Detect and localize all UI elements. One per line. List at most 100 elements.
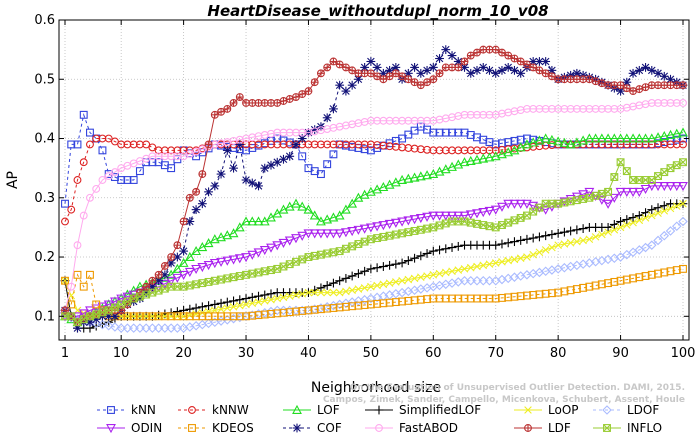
legend-item-cof: COF: [283, 421, 342, 434]
data-point-lof: [390, 177, 401, 187]
data-point-loop: [417, 273, 425, 281]
data-point-kdeos: [248, 311, 257, 320]
data-point-knn: [410, 126, 419, 135]
data-point-fastabod: [173, 152, 182, 161]
data-point-knnw: [117, 140, 126, 149]
data-point-simplifiedlof: [553, 228, 563, 238]
data-point-kdeos: [173, 312, 182, 321]
data-point-loop: [573, 237, 581, 246]
legend-item-inflo: INFLO: [593, 421, 662, 434]
data-point-loop: [504, 256, 513, 265]
data-point-knn: [316, 170, 325, 179]
data-point-kdeos: [435, 294, 444, 303]
data-point-simplifiedlof: [497, 239, 507, 249]
data-point-lof: [659, 130, 670, 141]
data-point-cof: [578, 70, 588, 80]
data-point-inflo: [529, 207, 538, 216]
data-point-simplifiedlof: [403, 256, 413, 265]
data-point-inflo: [541, 199, 550, 208]
data-point-inflo: [641, 176, 650, 184]
data-point-inflo: [679, 158, 687, 167]
data-point-kdeos: [629, 274, 638, 283]
data-point-ldof: [665, 226, 676, 236]
data-point-loop: [242, 300, 250, 309]
data-point-odin: [659, 181, 670, 192]
data-point-knnw: [679, 140, 687, 149]
data-point-knnw: [672, 140, 681, 149]
data-point-odin: [665, 181, 676, 192]
data-point-knn: [248, 144, 257, 152]
x-tick-label: 10: [113, 346, 130, 361]
data-point-knnw: [585, 140, 594, 149]
data-point-inflo: [304, 253, 313, 261]
data-point-inflo: [229, 273, 238, 282]
data-point-ldf: [329, 57, 338, 66]
data-point-knnw: [666, 140, 675, 149]
data-point-loop: [623, 221, 631, 229]
data-point-ldf: [192, 187, 201, 196]
data-point-loop: [385, 279, 394, 287]
data-point-odin: [522, 199, 532, 209]
data-point-cof: [360, 63, 370, 72]
data-point-fastabod: [416, 116, 425, 125]
data-point-lof: [347, 198, 358, 208]
data-point-fastabod: [110, 168, 119, 177]
plot-frame: [58, 19, 690, 341]
data-point-loop: [254, 298, 263, 306]
data-point-inflo: [316, 250, 325, 259]
data-point-kdeos: [373, 299, 382, 308]
data-point-fastabod: [154, 152, 163, 161]
data-point-lof: [546, 134, 557, 144]
data-point-inflo: [616, 158, 625, 167]
data-point-fastabod: [479, 110, 488, 119]
data-point-kdeos: [504, 293, 513, 302]
data-point-loop: [142, 312, 150, 321]
data-point-simplifiedlof: [391, 259, 401, 269]
data-point-odin: [678, 181, 688, 192]
data-point-inflo: [210, 276, 219, 285]
data-point-odin: [540, 205, 551, 215]
data-point-knnw: [622, 140, 631, 149]
data-point-kdeos: [210, 312, 219, 321]
data-point-odin: [272, 241, 283, 251]
data-point-knnw: [323, 140, 332, 149]
data-point-loop: [223, 304, 232, 312]
data-point-inflo: [292, 257, 300, 266]
data-point-kdeos: [260, 310, 269, 319]
data-point-simplifiedlof: [222, 297, 232, 307]
data-point-loop: [610, 225, 619, 234]
data-point-ldf: [323, 63, 332, 72]
data-point-kdeos: [185, 312, 194, 321]
data-point-lof: [497, 149, 507, 159]
data-point-odin: [453, 211, 464, 221]
data-point-kdeos: [635, 273, 644, 282]
data-point-simplifiedlof: [235, 295, 245, 305]
legend-marker-knnw: [188, 406, 196, 414]
data-point-simplifiedlof: [516, 236, 526, 245]
data-point-lof: [653, 132, 663, 142]
data-point-fastabod: [273, 128, 282, 137]
data-point-fastabod: [466, 110, 475, 119]
data-point-cof: [372, 63, 382, 72]
data-point-inflo: [660, 168, 669, 177]
data-point-kdeos: [391, 298, 400, 307]
data-point-odin: [671, 181, 682, 192]
data-point-fastabod: [160, 152, 169, 161]
data-point-ldof: [160, 323, 170, 333]
data-point-lof: [447, 161, 457, 171]
data-point-inflo: [167, 282, 176, 291]
data-point-inflo: [435, 221, 444, 230]
data-point-simplifiedlof: [260, 290, 270, 300]
data-point-kdeos: [329, 304, 338, 312]
data-point-ldf: [679, 81, 687, 90]
data-point-ldf: [223, 104, 232, 113]
data-point-simplifiedlof: [241, 294, 251, 303]
data-point-ldf: [167, 253, 176, 261]
data-point-knn: [429, 128, 438, 137]
data-point-ldf: [341, 63, 350, 72]
data-point-inflo: [591, 191, 600, 200]
data-point-ldf: [654, 81, 662, 90]
data-point-kdeos: [535, 290, 544, 299]
data-point-inflo: [323, 249, 332, 258]
data-point-ldf: [160, 261, 169, 270]
